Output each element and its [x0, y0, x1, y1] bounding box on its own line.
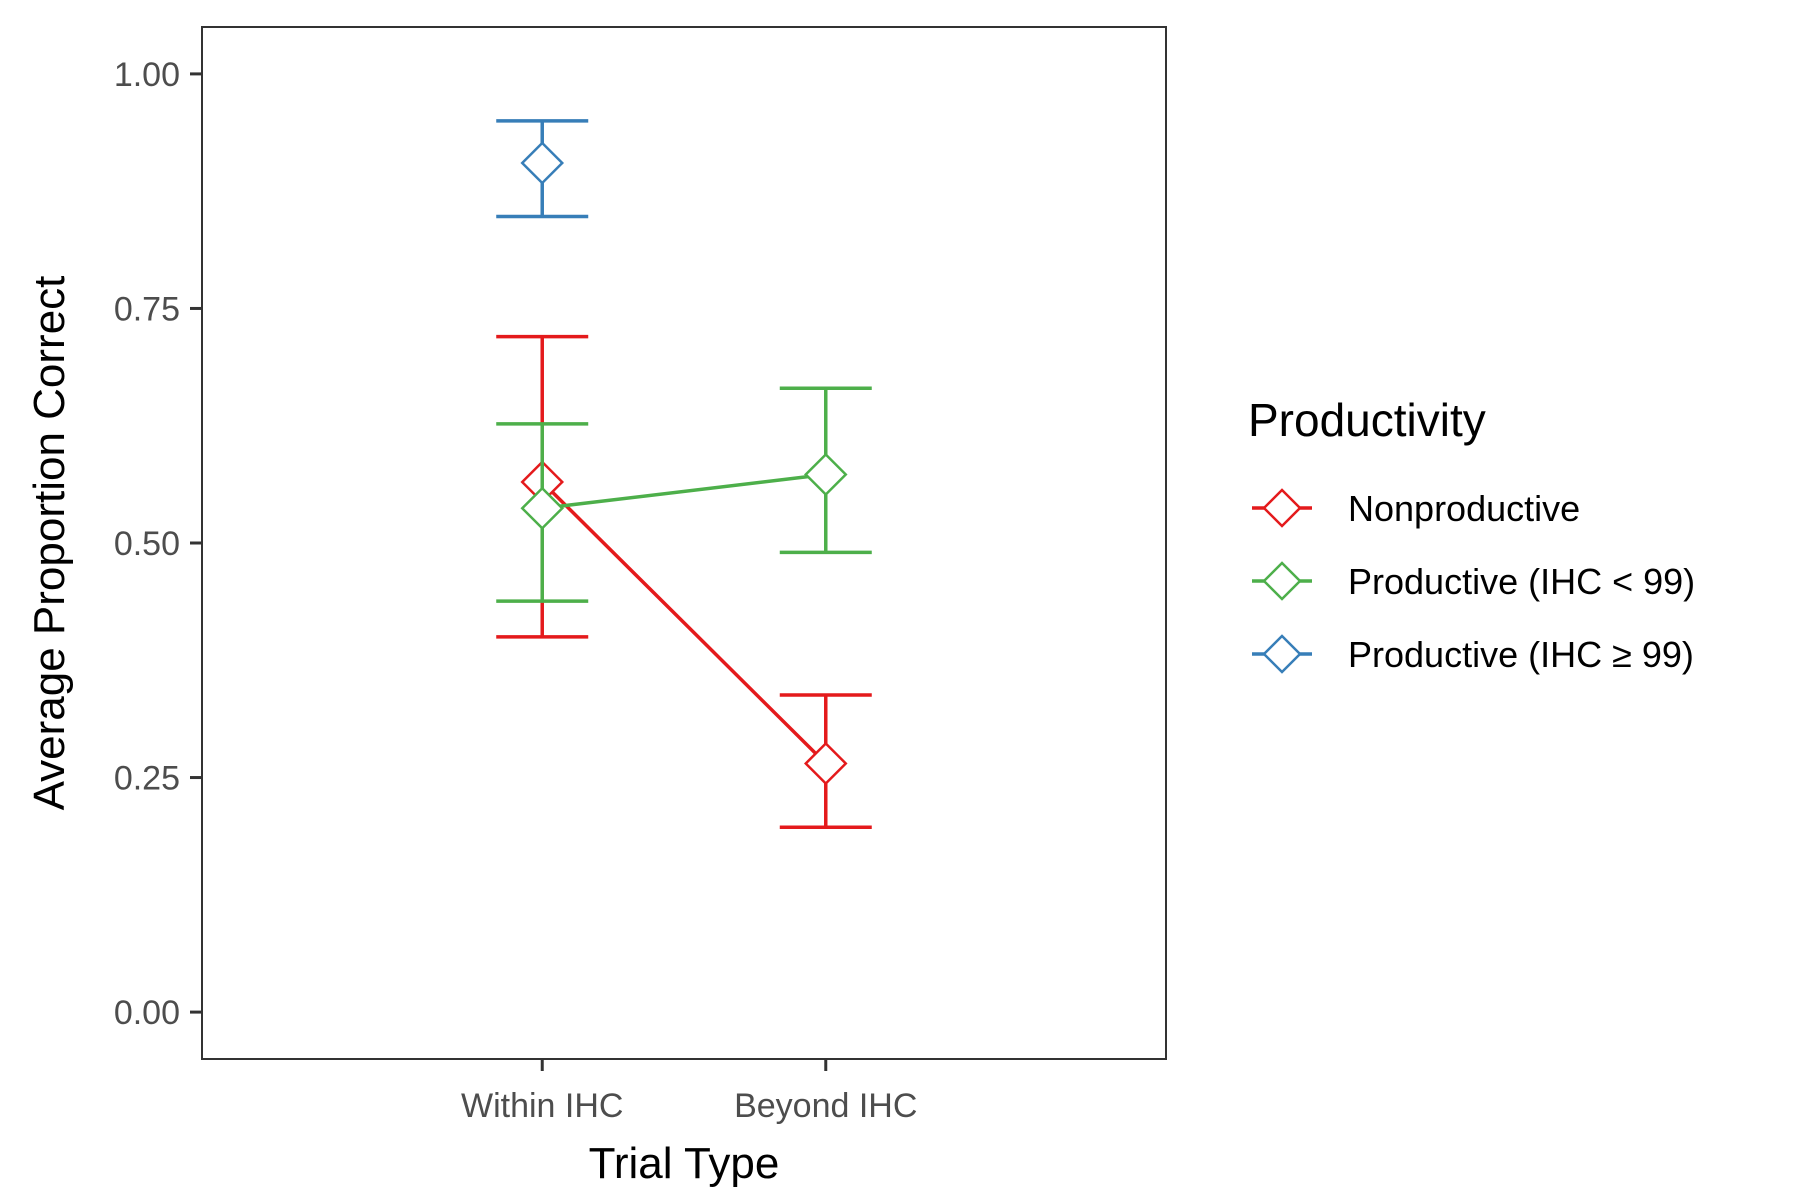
series-line	[541, 480, 827, 765]
x-tick-label: Beyond IHC	[734, 1087, 917, 1125]
y-axis: 0.00 0.25 0.50 0.75 1.00	[114, 56, 202, 1032]
legend-item: Productive (IHC ≥ 99)	[1252, 634, 1694, 675]
legend-label: Nonproductive	[1348, 488, 1580, 529]
legend-key-marker	[1262, 634, 1302, 674]
legend: Productivity Nonproductive Productive (IH…	[1248, 394, 1695, 675]
series-2	[496, 119, 589, 219]
legend-title: Productivity	[1248, 394, 1486, 446]
y-tick-label: 0.50	[114, 525, 180, 563]
legend-label: Productive (IHC < 99)	[1348, 561, 1695, 602]
legend-item: Nonproductive	[1252, 488, 1580, 529]
legend-items: Nonproductive Productive (IHC < 99) Produc…	[1252, 488, 1695, 675]
data-point-marker	[520, 141, 565, 185]
data-point-marker	[520, 486, 565, 531]
y-tick-label: 1.00	[114, 56, 180, 94]
x-tick-label: Within IHC	[461, 1087, 623, 1125]
legend-key-marker	[1262, 488, 1302, 528]
x-axis-title: Trial Type	[589, 1139, 780, 1188]
y-axis-title: Average Proportion Correct	[25, 276, 74, 811]
legend-key-marker	[1262, 561, 1302, 601]
y-tick-label: 0.75	[114, 290, 180, 328]
data-point-marker	[803, 452, 848, 497]
y-tick-label: 0.25	[114, 760, 180, 798]
x-axis: Within IHC Beyond IHC	[461, 1059, 917, 1125]
legend-label: Productive (IHC ≥ 99)	[1348, 634, 1694, 675]
series-1	[496, 386, 872, 603]
legend-item: Productive (IHC < 99)	[1252, 561, 1695, 602]
data-point-marker	[803, 741, 848, 786]
series-layer	[496, 119, 872, 830]
series-line	[542, 472, 826, 511]
y-tick-label: 0.00	[114, 994, 180, 1032]
